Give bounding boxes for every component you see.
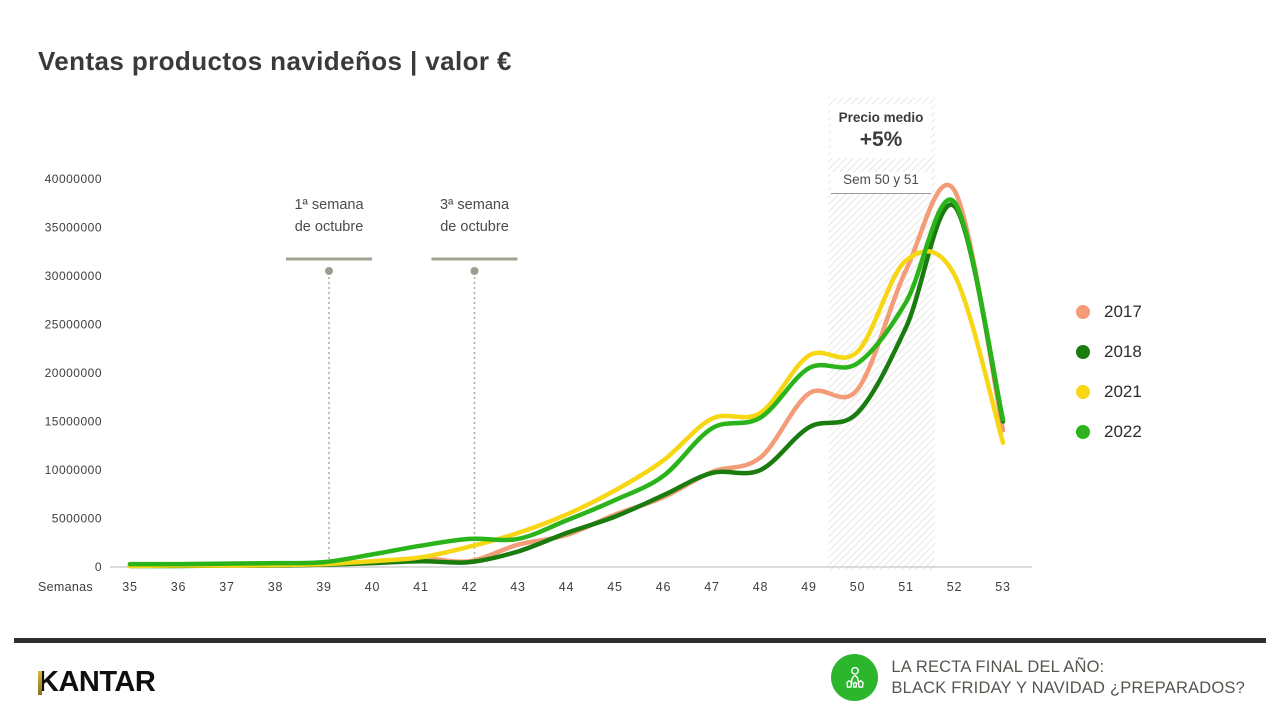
x-axis-tick: 37 [219,580,235,594]
y-axis-tick: 20000000 [45,366,102,380]
x-axis-tick: 40 [365,580,381,594]
price-callout-title: Precio medio [838,110,924,125]
x-axis-tick: 47 [704,580,720,594]
x-axis-tick: 46 [656,580,672,594]
y-axis-tick: 25000000 [45,318,102,332]
legend-item-2018: 2018 [1076,341,1142,363]
kantar-logo: KANTAR [38,664,156,700]
footer-line-1: LA RECTA FINAL DEL AÑO: [891,658,1105,676]
x-axis-tick: 45 [607,580,623,594]
annotation-week-42: 3ª semana de octubre [439,197,510,236]
series-line-2022 [127,197,1006,567]
legend-label: 2018 [1104,342,1142,361]
x-axis-tick: 51 [898,580,914,594]
x-axis-tick: 35 [122,580,138,594]
legend-label: 2021 [1104,382,1142,401]
y-axis-tick: 30000000 [45,269,102,283]
x-axis-tick: 48 [753,580,769,594]
kantar-gold-bar-icon [38,671,42,695]
annotation-pointer-dot [325,267,333,275]
footer-divider [14,638,1266,643]
legend-item-2017: 2017 [1076,301,1142,323]
chart-legend: 2017 2018 2021 2022 [1076,301,1142,461]
legend-dot-icon [1076,345,1090,359]
x-axis-label: Semanas [38,580,93,594]
footer-campaign: LA RECTA FINAL DEL AÑO: BLACK FRIDAY Y N… [831,654,1245,701]
legend-item-2022: 2022 [1076,421,1142,443]
x-axis-tick: 53 [995,580,1011,594]
y-axis-tick: 0 [95,560,102,574]
x-axis-tick: 49 [801,580,817,594]
legend-item-2021: 2021 [1076,381,1142,403]
footer-campaign-text: LA RECTA FINAL DEL AÑO: BLACK FRIDAY Y N… [891,654,1245,700]
x-axis-tick: 44 [559,580,575,594]
y-axis-tick: 5000000 [52,512,102,526]
y-axis-tick: 40000000 [45,172,102,186]
legend-label: 2022 [1104,422,1142,441]
price-callout: Precio medio +5% [831,104,931,158]
page-title: Ventas productos navideños | valor € [38,46,512,76]
x-axis-tick: 39 [316,580,332,594]
legend-dot-icon [1076,385,1090,399]
x-axis-tick: 41 [413,580,429,594]
sales-chart: 0 5000000 10000000 15000000 20000000 25000000… [38,97,1142,594]
x-axis-tick: 36 [171,580,187,594]
legend-dot-icon [1076,305,1090,319]
y-axis-tick: 10000000 [45,463,102,477]
kantar-logo-text: KANTAR [38,666,156,698]
y-axis-tick: 35000000 [45,221,102,235]
price-callout-weeks: Sem 50 y 51 [831,172,931,194]
price-callout-value: +5% [859,128,903,151]
x-axis-tick: 52 [947,580,963,594]
y-axis-tick: 15000000 [45,415,102,429]
shopper-icon [831,654,879,701]
x-axis-tick: 38 [268,580,284,594]
x-axis-tick: 42 [462,580,478,594]
legend-dot-icon [1076,425,1090,439]
legend-label: 2017 [1104,302,1142,321]
shopper-icon-glyph [846,666,864,688]
footer-line-2: BLACK FRIDAY Y NAVIDAD ¿PREPARADOS? [891,679,1245,698]
annotation-week-39: 1ª semana de octubre [294,197,364,236]
x-axis-tick: 43 [510,580,526,594]
x-axis-tick: 50 [850,580,866,594]
annotation-pointer-dot [470,267,479,275]
